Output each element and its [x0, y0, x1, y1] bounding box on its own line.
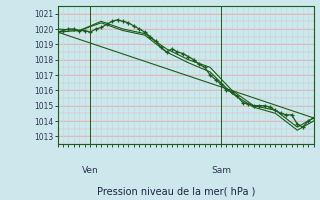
Text: Pression niveau de la mer( hPa ): Pression niveau de la mer( hPa )	[97, 186, 255, 196]
Text: Sam: Sam	[211, 166, 231, 175]
Text: Ven: Ven	[82, 166, 99, 175]
